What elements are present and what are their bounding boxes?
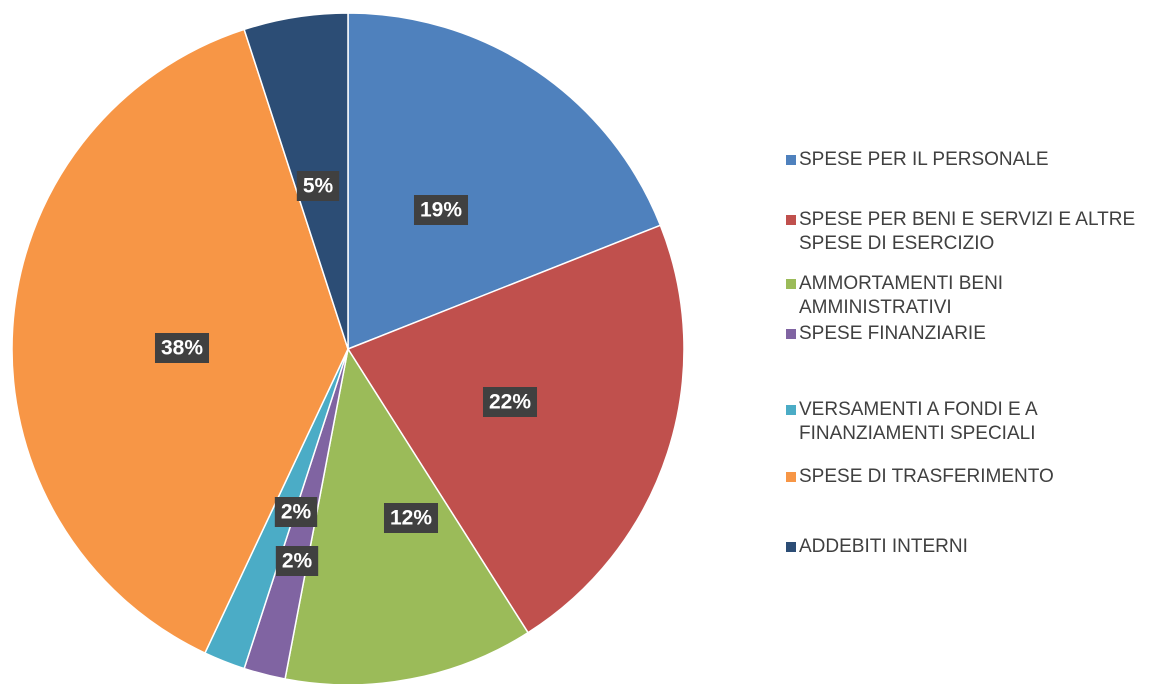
pie: 19% 22% 12% 2% 2% 38% 5% (11, 12, 685, 684)
data-label-box (296, 171, 340, 201)
data-label-text: 12% (390, 507, 432, 530)
data-label-box (274, 497, 318, 527)
data-label-box (275, 546, 319, 576)
data-label: 22% (482, 387, 538, 417)
legend-label: ADDEBITI INTERNI (799, 536, 968, 557)
legend-label: AMMORTAMENTI BENI AMMINISTRATIVI (799, 273, 1004, 318)
data-label: 2% (275, 546, 319, 576)
legend-label: SPESE PER BENI E SERVIZI E ALTRE SPESE D… (799, 209, 1136, 254)
legend-swatch (786, 405, 796, 415)
legend-label: SPESE DI TRASFERIMENTO (799, 466, 1054, 487)
pie-slice (346, 224, 685, 634)
legend-entry: SPESE PER IL PERSONALE (786, 148, 1146, 172)
data-label-box (482, 387, 538, 417)
data-label-text: 2% (282, 550, 313, 573)
legend-entry: AMMORTAMENTI BENI AMMINISTRATIVI (786, 272, 1146, 320)
data-label: 5% (296, 171, 340, 201)
legend-label: VERSAMENTI A FONDI E A FINANZIAMENTI SPE… (799, 399, 1037, 444)
data-label-text: 22% (489, 391, 531, 414)
legend-swatch (786, 542, 796, 552)
legend-label: SPESE FINANZIARIE (799, 323, 986, 344)
legend-swatch (786, 215, 796, 225)
data-label-box (383, 503, 439, 533)
data-label-box (413, 195, 469, 225)
legend-entry: SPESE FINANZIARIE (786, 322, 1146, 346)
legend-entry: SPESE PER BENI E SERVIZI E ALTRE SPESE D… (786, 208, 1146, 256)
legend-swatch (786, 472, 796, 482)
data-label: 2% (274, 497, 318, 527)
legend-swatch (786, 279, 796, 289)
data-label: 19% (413, 195, 469, 225)
data-label: 38% (154, 333, 210, 363)
data-label-text: 38% (161, 337, 203, 360)
data-label: 12% (383, 503, 439, 533)
data-label-text: 2% (281, 501, 312, 524)
legend-swatch (786, 155, 796, 165)
legend-entry: VERSAMENTI A FONDI E A FINANZIAMENTI SPE… (786, 398, 1146, 446)
pie-slice (243, 12, 349, 350)
pie-slice (347, 12, 662, 351)
legend-swatch (786, 329, 796, 339)
data-label-text: 19% (420, 199, 462, 222)
legend-entry: SPESE DI TRASFERIMENTO (786, 465, 1146, 489)
data-label-box (154, 333, 210, 363)
data-label-text: 5% (303, 175, 334, 198)
legend-label: SPESE PER IL PERSONALE (799, 149, 1049, 170)
legend-entry: ADDEBITI INTERNI (786, 535, 1146, 559)
